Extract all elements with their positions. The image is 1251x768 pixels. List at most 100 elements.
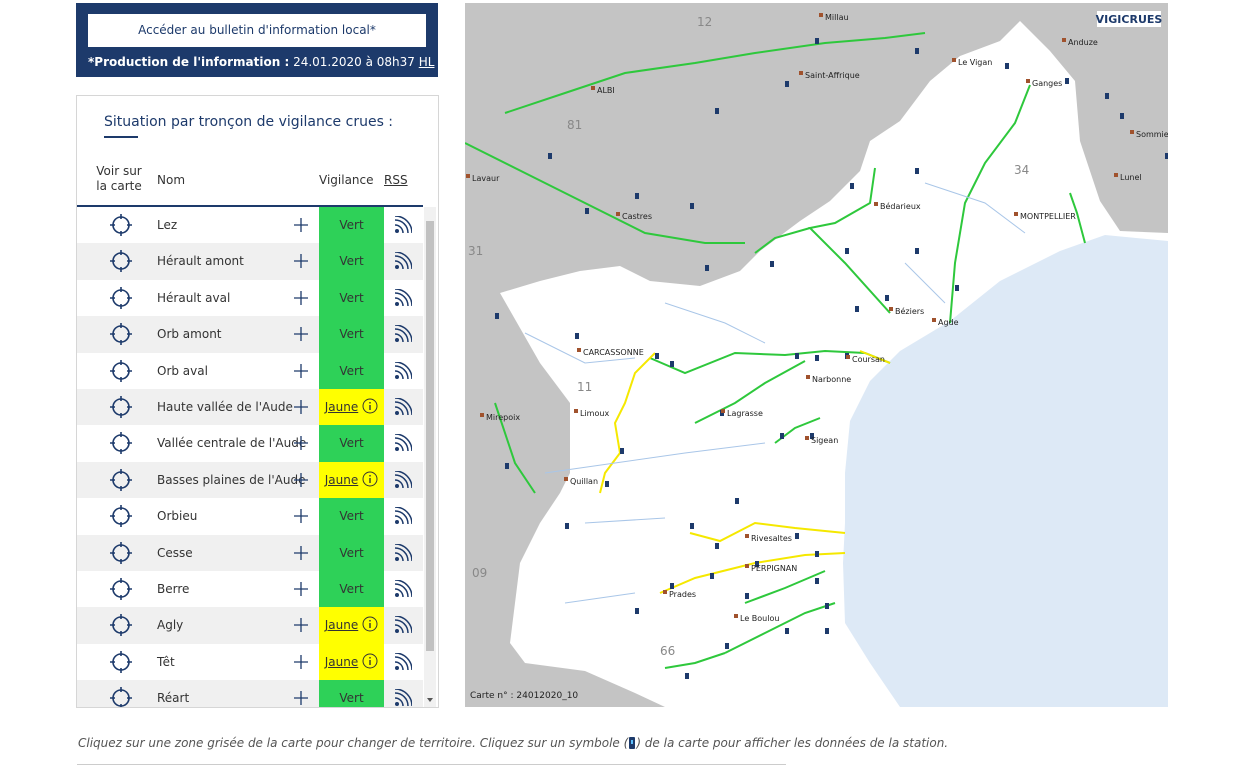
station[interactable] (1120, 113, 1124, 119)
column-header[interactable]: RSS (384, 173, 408, 187)
details-button[interactable] (294, 436, 308, 451)
station[interactable] (505, 463, 509, 469)
station[interactable] (685, 673, 689, 679)
station[interactable] (565, 523, 569, 529)
station[interactable] (655, 353, 659, 359)
station[interactable] (815, 355, 819, 361)
rss-button[interactable] (394, 361, 412, 380)
details-button[interactable] (294, 691, 308, 706)
locate-button[interactable] (109, 650, 133, 674)
station[interactable] (715, 543, 719, 549)
station[interactable] (635, 193, 639, 199)
station[interactable] (690, 203, 694, 209)
station[interactable] (745, 593, 749, 599)
station[interactable] (1005, 63, 1009, 69)
details-button[interactable] (294, 218, 308, 232)
station[interactable] (915, 168, 919, 174)
info-icon[interactable] (362, 398, 378, 414)
station[interactable] (710, 573, 714, 579)
rss-button[interactable] (394, 652, 412, 671)
station[interactable] (725, 643, 729, 649)
scrollbar[interactable] (424, 207, 436, 707)
locate-button[interactable] (109, 286, 133, 310)
station[interactable] (815, 578, 819, 584)
station[interactable] (915, 248, 919, 254)
station[interactable] (585, 208, 589, 214)
details-button[interactable] (294, 254, 308, 269)
station[interactable] (785, 81, 789, 87)
station[interactable] (548, 153, 552, 159)
rss-button[interactable] (394, 507, 412, 525)
station[interactable] (885, 295, 889, 301)
info-icon[interactable] (362, 616, 378, 632)
locate-button[interactable] (109, 504, 133, 528)
station[interactable] (735, 498, 739, 504)
station[interactable] (635, 608, 639, 614)
locate-button[interactable] (109, 359, 133, 383)
rss-button[interactable] (394, 580, 412, 598)
vigilance-level[interactable]: Jaune (324, 400, 359, 414)
rss-button[interactable] (394, 288, 412, 307)
station[interactable] (845, 248, 849, 254)
locate-button[interactable] (109, 213, 133, 237)
details-button[interactable] (294, 582, 308, 596)
vigilance-level[interactable]: Jaune (324, 618, 359, 633)
details-button[interactable] (294, 290, 308, 305)
station[interactable] (770, 261, 774, 267)
station[interactable] (755, 561, 759, 567)
station[interactable] (1105, 93, 1109, 99)
details-button[interactable] (294, 327, 308, 342)
rss-button[interactable] (394, 434, 412, 452)
station[interactable] (670, 361, 674, 367)
station[interactable] (825, 603, 829, 609)
rss-button[interactable] (394, 252, 412, 270)
rss-button[interactable] (394, 470, 412, 489)
station[interactable] (495, 313, 499, 319)
rss-button[interactable] (394, 325, 412, 343)
station[interactable] (795, 533, 799, 539)
details-button[interactable] (294, 363, 308, 378)
rss-button[interactable] (394, 689, 412, 707)
station[interactable] (795, 353, 799, 359)
details-button[interactable] (294, 618, 308, 633)
station[interactable] (915, 48, 919, 54)
rss-button[interactable] (394, 616, 412, 634)
station[interactable] (815, 38, 819, 44)
station[interactable] (955, 285, 959, 291)
station[interactable] (785, 628, 789, 634)
station[interactable] (715, 108, 719, 114)
station[interactable] (815, 551, 819, 557)
details-button[interactable] (294, 545, 308, 560)
station[interactable] (575, 333, 579, 339)
details-button[interactable] (294, 472, 308, 487)
locate-button[interactable] (109, 468, 133, 492)
map[interactable]: Millau Anduze Le Vigan Ganges Saint-Affrique… (465, 3, 1168, 707)
locate-button[interactable] (109, 431, 133, 455)
locate-button[interactable] (109, 686, 133, 707)
locate-button[interactable] (109, 249, 133, 273)
rss-button[interactable] (394, 543, 412, 562)
station[interactable] (855, 306, 859, 312)
station[interactable] (605, 481, 609, 487)
station[interactable] (690, 523, 694, 529)
bulletin-button[interactable]: Accéder au bulletin d'information local* (88, 14, 426, 47)
locate-button[interactable] (109, 541, 133, 565)
info-icon[interactable] (362, 471, 378, 487)
station[interactable] (620, 448, 624, 454)
rss-button[interactable] (394, 216, 412, 234)
scroll-arrow[interactable] (424, 695, 436, 705)
locate-button[interactable] (109, 577, 133, 601)
station[interactable] (705, 265, 709, 271)
station[interactable] (1065, 78, 1069, 84)
details-button[interactable] (294, 509, 308, 524)
station[interactable] (810, 433, 814, 439)
scroll-thumb[interactable] (426, 221, 434, 651)
rss-button[interactable] (394, 398, 412, 416)
station[interactable] (1165, 153, 1168, 159)
locate-button[interactable] (109, 613, 133, 637)
locate-button[interactable] (109, 322, 133, 346)
info-icon[interactable] (362, 653, 378, 669)
details-button[interactable] (294, 400, 308, 414)
vigilance-level[interactable]: Jaune (324, 472, 359, 487)
station[interactable] (850, 183, 854, 189)
